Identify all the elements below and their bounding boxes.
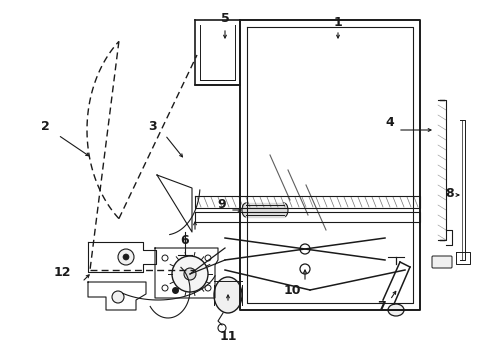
Text: 1: 1 <box>334 15 343 28</box>
Circle shape <box>123 254 129 260</box>
Ellipse shape <box>242 203 250 217</box>
Text: 12: 12 <box>53 266 71 279</box>
Circle shape <box>184 268 196 280</box>
Ellipse shape <box>214 277 242 313</box>
Circle shape <box>162 255 168 261</box>
Text: 11: 11 <box>219 329 237 342</box>
Circle shape <box>162 285 168 291</box>
Ellipse shape <box>280 203 288 217</box>
Text: 10: 10 <box>283 284 301 297</box>
Text: 8: 8 <box>446 186 454 199</box>
Text: 2: 2 <box>41 120 49 132</box>
Text: 5: 5 <box>220 12 229 24</box>
Circle shape <box>180 260 190 270</box>
Circle shape <box>118 249 134 265</box>
Text: 4: 4 <box>386 116 394 129</box>
Text: 6: 6 <box>181 234 189 247</box>
Circle shape <box>218 324 226 332</box>
FancyBboxPatch shape <box>432 256 452 268</box>
Text: 7: 7 <box>378 301 387 314</box>
Circle shape <box>205 255 211 261</box>
Text: 3: 3 <box>147 120 156 132</box>
Circle shape <box>112 291 124 303</box>
Circle shape <box>300 264 310 274</box>
Circle shape <box>300 244 310 254</box>
Circle shape <box>205 285 211 291</box>
Circle shape <box>172 256 208 292</box>
Ellipse shape <box>388 304 404 316</box>
Text: 9: 9 <box>218 198 226 211</box>
